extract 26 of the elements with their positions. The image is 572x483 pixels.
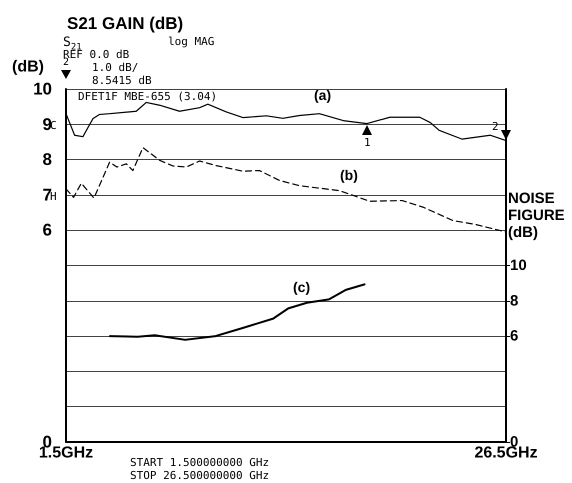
text: START 1.500000000 GHz [130, 456, 270, 469]
annotation: (b) [340, 167, 358, 183]
annotation: 1 [364, 136, 371, 149]
x-tick-label: 1.5GHz [38, 444, 94, 462]
text: C [50, 119, 57, 132]
y-tick-label: 8 [42, 150, 52, 170]
y-tick-label: 10 [33, 80, 52, 98]
y2-axis-title: NOISE FIGURE (dB) [508, 190, 565, 241]
y-tick-label: 6 [42, 220, 52, 240]
y-axis-title: (dB) [12, 58, 44, 76]
text: 8.5415 dB [92, 74, 152, 87]
y2-tick-label: 8 [510, 292, 518, 310]
text: H [50, 190, 57, 203]
y2-tick-label: 6 [510, 328, 518, 345]
chart-title: S21 GAIN (dB) [67, 14, 184, 33]
y-tick-label: 7 [42, 185, 52, 204]
y2-tick-label: 10 [510, 257, 527, 274]
annotation: (a) [314, 87, 332, 103]
annotation: DFET1F MBE-655 (3.04) [78, 90, 218, 103]
text: STOP 26.500000000 GHz [130, 469, 270, 482]
annotation: (c) [293, 279, 310, 295]
text: 1.0 dB/ [92, 61, 138, 74]
y-tick-label: 9 [42, 114, 52, 134]
text: log MAG [168, 35, 214, 48]
line-series [109, 283, 366, 341]
text: 2 [63, 57, 70, 68]
